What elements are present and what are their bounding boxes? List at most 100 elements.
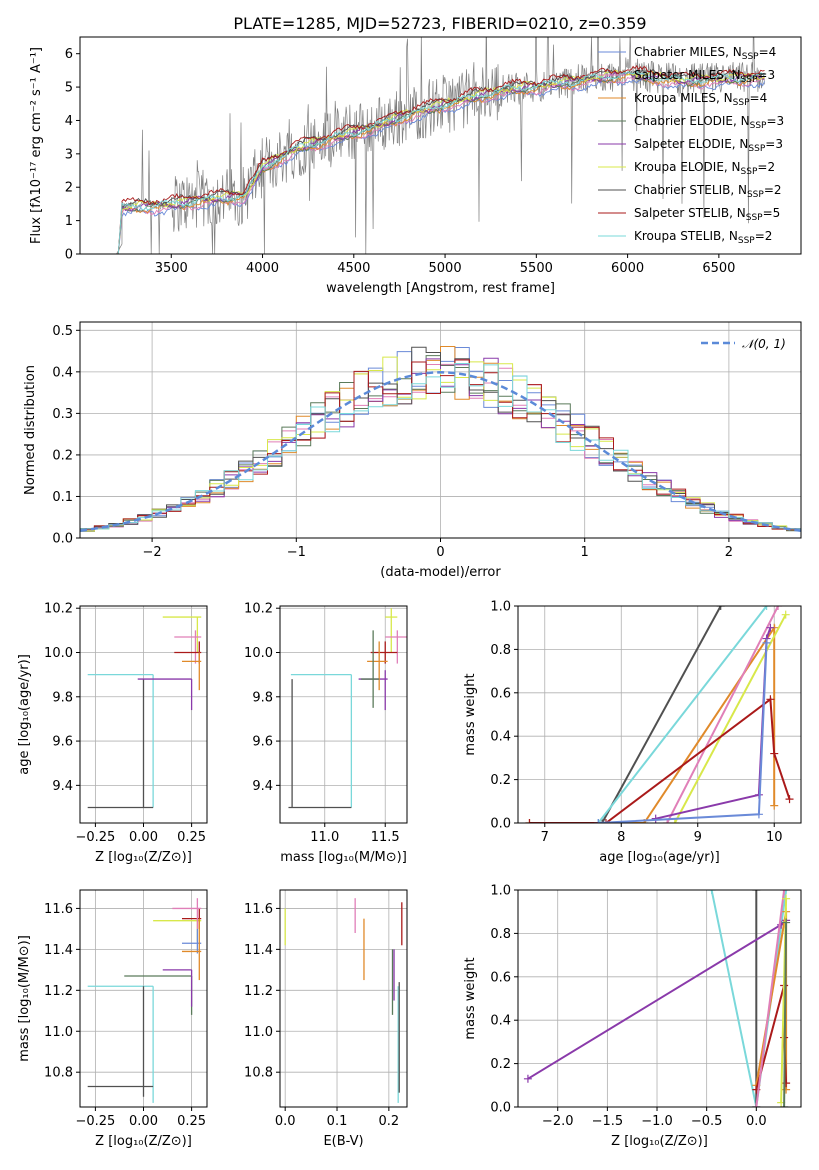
y-tick-label: 11.6 (244, 902, 273, 917)
spectrum-model-line (117, 67, 765, 254)
y-tick-label: 1.0 (490, 884, 511, 899)
y-tick-label: 0.2 (490, 773, 511, 788)
mass-weight-marker (594, 819, 603, 823)
y-tick-label: 0.4 (52, 365, 73, 380)
mass-weight-marker (651, 814, 660, 823)
x-tick-label: 9 (694, 830, 702, 845)
x-tick-label: 6500 (702, 261, 735, 276)
x-tick-label: 0.00 (129, 1114, 158, 1129)
legend-entry: Chabrier STELIB, NSSP=2 (634, 183, 782, 200)
x-tick-label: 0 (436, 545, 444, 560)
x-axis-label: Z [log₁₀(Z/Z⊙)] (95, 1134, 192, 1149)
x-axis-label: Z [log₁₀(Z/Z⊙)] (611, 1134, 708, 1149)
x-tick-label: 11.0 (310, 830, 339, 845)
x-axis-label: Z [log₁₀(Z/Z⊙)] (95, 850, 192, 865)
y-tick-label: 11.2 (244, 984, 273, 999)
figure-title: PLATE=1285, MJD=52723, FIBERID=0210, z=0… (233, 14, 646, 33)
x-tick-label: 0.25 (177, 830, 206, 845)
y-tick-label: 10.0 (244, 646, 273, 661)
x-axis-label: wavelength [Angstrom, rest frame] (326, 281, 555, 296)
x-tick-label: −2 (143, 545, 162, 560)
y-axis-label: Normed distribution (23, 365, 38, 495)
y-tick-label: 9.6 (52, 735, 73, 750)
y-axis-label: age [log₁₀(age/yr)] (17, 654, 32, 775)
x-tick-label: −1 (287, 545, 306, 560)
x-tick-label: 1 (581, 545, 589, 560)
y-tick-label: 9.8 (252, 690, 273, 705)
mass-weight-line (666, 606, 779, 823)
panel-residuals: −2 −1 0 1 2 0.0 0.1 0.2 0.3 0.4 0.5 (data-model)/er… (23, 321, 802, 580)
legend-entry: Salpeter STELIB, NSSP=5 (634, 206, 780, 223)
x-tick-label: 4000 (246, 261, 279, 276)
y-tick-label: 11.4 (44, 943, 73, 958)
legend-entry: Chabrier MILES, NSSP=4 (634, 45, 776, 62)
mass-weight-marker (782, 894, 791, 903)
mass-weight-marker (781, 610, 790, 619)
x-axis-label: E(B-V) (323, 1134, 363, 1149)
mass-weight-line (710, 890, 788, 1107)
mass-weight-marker (780, 1103, 789, 1107)
y-tick-label: 0.4 (490, 730, 511, 745)
x-tick-label: 0.0 (746, 1114, 767, 1129)
x-tick-label: −2.0 (542, 1114, 574, 1129)
panel-age_vs_mass: 11.0 11.5 9.4 9.6 9.8 10.0 10.2 mass [log₁₀(M/M… (244, 602, 408, 865)
y-tick-label: 0.6 (490, 686, 511, 701)
mass-weight-marker (762, 638, 771, 647)
axes-frame (517, 889, 802, 1108)
mass-weight-marker (770, 749, 779, 758)
y-tick-label: 2 (65, 181, 73, 196)
mass-weight-line (755, 890, 786, 1107)
spectrum-model-line (117, 70, 765, 254)
x-tick-label: 3500 (155, 261, 188, 276)
x-tick-label: 0.00 (129, 830, 158, 845)
y-tick-label: 0.2 (490, 1057, 511, 1072)
y-tick-label: 9.6 (252, 735, 273, 750)
panel-spectrum: 3500 4000 4500 5000 5500 6000 6500 0 1 2 3 4 5 6 wavel… (29, 36, 802, 296)
y-tick-label: 0.2 (52, 448, 73, 463)
y-tick-label: 0.8 (490, 643, 511, 658)
y-tick-label: 9.8 (52, 690, 73, 705)
x-tick-label: 8 (617, 830, 625, 845)
x-axis-label: age [log₁₀(age/yr)] (599, 850, 720, 865)
x-tick-label: 10 (766, 830, 783, 845)
x-tick-label: −0.25 (75, 830, 115, 845)
mass-weight-marker (762, 606, 771, 610)
y-tick-label: 0.0 (52, 532, 73, 547)
y-tick-label: 0.5 (52, 324, 73, 339)
plot-area-weight_vs_Z (523, 890, 791, 1107)
mass-weight-line (601, 606, 722, 823)
plot-area-mass_vs_Z (87, 898, 202, 1103)
mass-weight-marker (766, 695, 775, 704)
x-axis-label: (data-model)/error (380, 565, 501, 580)
y-axis-label: Flux [fλ10⁻¹⁷ erg cm⁻² s⁻¹ A⁻¹] (29, 47, 44, 244)
y-tick-label: 0.0 (490, 817, 511, 832)
y-tick-label: 0.3 (52, 407, 73, 422)
mass-weight-marker (774, 606, 783, 610)
y-tick-label: 0.6 (490, 970, 511, 985)
x-tick-label: −1.5 (592, 1114, 624, 1129)
y-tick-label: 9.4 (252, 779, 273, 794)
y-tick-label: 11.0 (244, 1025, 273, 1040)
y-tick-label: 11.0 (44, 1025, 73, 1040)
x-tick-label: 11.5 (371, 830, 400, 845)
panel-mass_vs_ebv: 0.0 0.1 0.2 10.8 11.0 11.2 11.4 11.6 E(B-V) (244, 889, 408, 1149)
mass-weight-marker (670, 819, 679, 823)
panel-weight_vs_age: 7 8 9 10 0.0 0.2 0.4 0.6 0.8 1.0 age [log₁₀(age/yr… (463, 600, 802, 865)
normal-curve (80, 371, 801, 532)
x-tick-label: 7 (541, 830, 549, 845)
mass-weight-marker (707, 890, 716, 894)
plot-area-weight_vs_age (525, 606, 794, 823)
mass-weight-marker (782, 890, 791, 894)
x-tick-label: 0.2 (379, 1114, 400, 1129)
mass-weight-marker (525, 819, 534, 823)
plot-area-spectrum (116, 37, 765, 254)
y-tick-label: 6 (65, 47, 73, 62)
mass-weight-marker (523, 1074, 532, 1083)
mass-weight-line (783, 922, 788, 1107)
mass-weight-marker (716, 606, 725, 610)
y-tick-label: 5 (65, 81, 73, 96)
x-tick-label: 0.1 (327, 1114, 348, 1129)
spectrum-model-line (117, 75, 765, 254)
mass-weight-marker (770, 801, 779, 810)
